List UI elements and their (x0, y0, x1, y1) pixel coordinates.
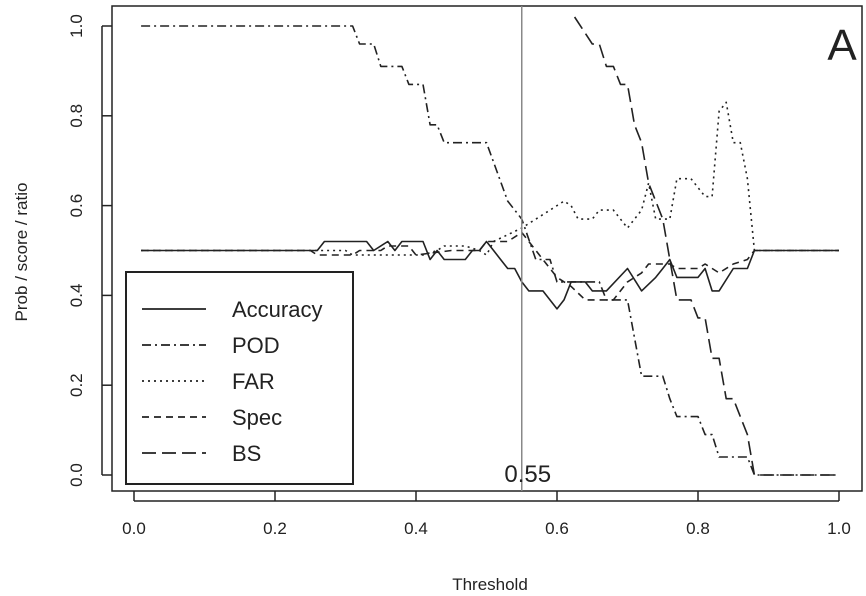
x-axis-title: Threshold (452, 575, 528, 594)
legend-label-spec: Spec (232, 405, 282, 430)
legend-label-pod: POD (232, 333, 280, 358)
x-tick-label: 0.8 (686, 519, 710, 538)
series-layer (141, 16, 839, 476)
legend: Accuracy POD FAR Spec BS (125, 271, 354, 485)
series-line-spec (141, 231, 839, 301)
y-axis-title: Prob / score / ratio (12, 183, 31, 322)
series-line-bs (573, 16, 839, 476)
x-axis: 0.0 0.2 0.4 0.6 0.8 1.0 (122, 491, 851, 538)
x-tick-label: 0.6 (545, 519, 569, 538)
y-tick-label: 0.0 (67, 463, 86, 487)
legend-label-far: FAR (232, 369, 275, 394)
x-tick-label: 0.0 (122, 519, 146, 538)
y-tick-label: 0.8 (67, 104, 86, 128)
y-tick-label: 1.0 (67, 14, 86, 38)
panel-label: A (827, 21, 857, 70)
x-tick-label: 1.0 (827, 519, 851, 538)
series-line-far (141, 101, 839, 256)
legend-label-bs: BS (232, 441, 261, 466)
legend-label-accuracy: Accuracy (232, 297, 322, 322)
x-tick-label: 0.4 (404, 519, 428, 538)
series-line-pod (141, 25, 839, 476)
legend-box (125, 271, 354, 485)
y-axis: 0.0 0.2 0.4 0.6 0.8 1.0 (67, 14, 112, 487)
threshold-reference-label: 0.55 (504, 461, 551, 488)
y-tick-label: 0.2 (67, 373, 86, 397)
plot-frame (111, 5, 863, 492)
series-line-accuracy (141, 240, 839, 310)
x-tick-label: 0.2 (263, 519, 287, 538)
y-tick-label: 0.4 (67, 284, 86, 308)
y-tick-label: 0.6 (67, 194, 86, 218)
